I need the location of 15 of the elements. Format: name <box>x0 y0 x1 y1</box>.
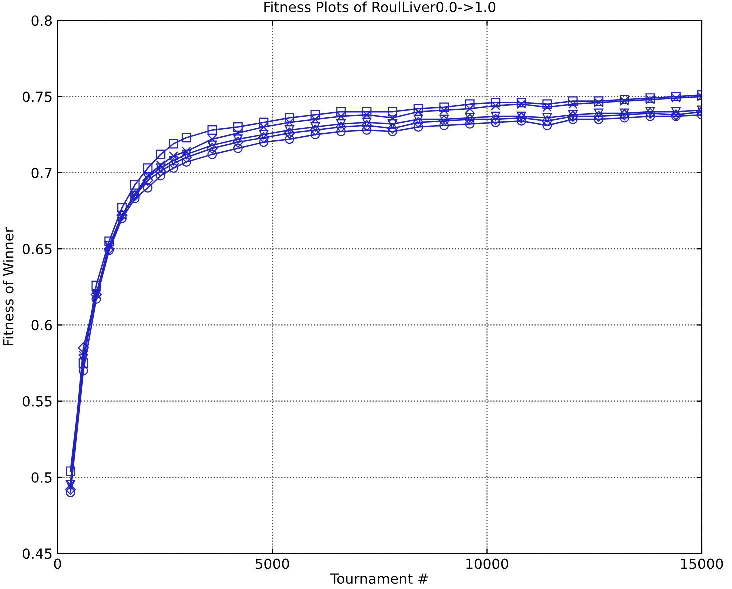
x-tick-label: 15000 <box>681 558 724 570</box>
x-tick-label: 10000 <box>466 558 508 570</box>
y-tick-label: 0.65 <box>22 244 52 255</box>
y-axis-title: Fitness of Winner <box>3 227 14 346</box>
y-tick-label: 0.8 <box>32 16 52 26</box>
chart-title: Fitness Plots of RoulLiver0.0->1.0 <box>264 2 496 12</box>
x-axis-title: Tournament # <box>330 574 428 584</box>
y-tick-label: 0.5 <box>32 472 52 483</box>
x-tick-label: 5000 <box>256 558 290 570</box>
y-tick-label: 0.7 <box>32 168 52 178</box>
y-tick-label: 0.6 <box>32 320 52 331</box>
x-tick-label: 0 <box>54 558 62 570</box>
y-tick-label: 0.75 <box>22 92 52 102</box>
y-tick-label: 0.45 <box>22 548 52 560</box>
y-tick-label: 0.55 <box>22 396 52 407</box>
